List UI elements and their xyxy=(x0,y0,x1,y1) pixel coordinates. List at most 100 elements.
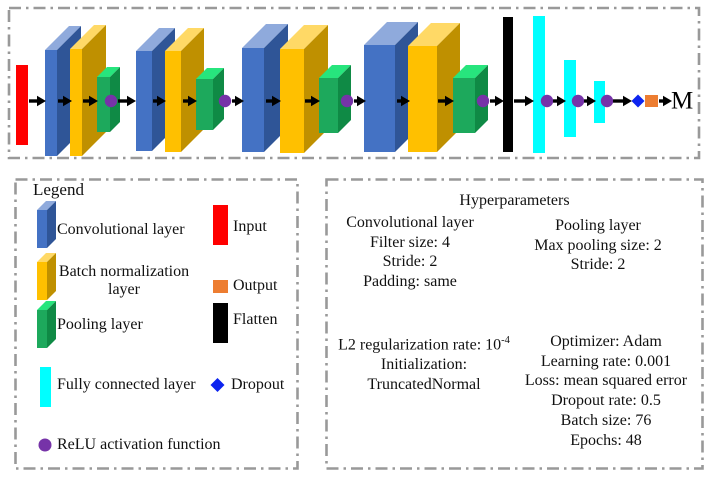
conv-top-face xyxy=(242,24,288,48)
arrow-head xyxy=(272,95,281,107)
learning-rate: Learning rate: 0.001 xyxy=(540,352,672,370)
fully-connected-bar xyxy=(533,16,545,153)
flow-arrow xyxy=(397,95,410,107)
relu-dot xyxy=(104,94,118,108)
bn-front-face xyxy=(37,262,47,300)
bn-top-face xyxy=(280,25,328,49)
legend-label-input: Input xyxy=(233,218,267,235)
pool-front-face xyxy=(37,310,47,348)
loss-function: Loss: mean squared error xyxy=(524,372,688,390)
conv-front-face xyxy=(136,51,152,151)
flow-arrow xyxy=(659,95,672,107)
l2-rate-value: L2 regularization rate: 10 xyxy=(338,336,502,354)
conv-front-face xyxy=(37,210,47,248)
conv-hyperparams-heading: Convolutional layer xyxy=(346,214,474,231)
batch-size: Batch size: 76 xyxy=(560,411,652,429)
optimizer-block: Optimizer: Adam Learning rate: 0.001 Los… xyxy=(501,332,711,450)
flow-arrow xyxy=(438,95,454,107)
regularization-block: L2 regularization rate: 10-4 Initializat… xyxy=(325,331,523,394)
dropout-diamond-icon xyxy=(210,378,225,392)
arrow-head xyxy=(663,95,672,107)
initialization-value: TruncatedNormal xyxy=(367,375,481,393)
relu-dot xyxy=(540,94,554,108)
legend-label-output: Output xyxy=(233,277,278,294)
conv-top-face xyxy=(136,28,175,51)
arrow-head xyxy=(587,95,596,107)
pooling-stride: Stride: 2 xyxy=(570,256,626,274)
pool-front-face xyxy=(196,79,213,130)
fully-connected-bar xyxy=(564,60,576,137)
arrow-head xyxy=(37,95,46,107)
output-square-icon xyxy=(213,280,228,293)
bn-front-face xyxy=(408,46,437,152)
pool-side-face xyxy=(47,301,56,348)
hyperparameters-panel: Hyperparameters Convolutional layer Filt… xyxy=(325,178,704,470)
flow-arrow xyxy=(613,95,632,107)
flow-arrow xyxy=(490,95,504,107)
bn-front-face xyxy=(165,51,181,152)
batch-norm-layer-block xyxy=(408,23,460,152)
max-pooling-size: Max pooling size: 2 xyxy=(534,236,662,254)
pooling-layer-block xyxy=(196,68,224,130)
arrow-head xyxy=(89,95,98,107)
arrow-head xyxy=(445,95,454,107)
pooling-hyperparams-heading: Pooling layer xyxy=(555,217,641,234)
conv-stride: Stride: 2 xyxy=(382,253,438,271)
output-m-label: M xyxy=(671,88,693,115)
relu-dot xyxy=(476,94,490,108)
pool-top-face xyxy=(453,65,488,78)
network-diagram-panel: M xyxy=(0,0,713,170)
conv-top-face xyxy=(364,22,418,45)
pooling-layer-block xyxy=(453,65,488,133)
network-diagram-svg: M xyxy=(7,6,701,160)
arrow-head xyxy=(401,95,410,107)
input-bar xyxy=(16,65,28,145)
flow-arrow xyxy=(183,95,197,107)
conv-front-face xyxy=(242,48,264,152)
legend-label-dropout: Dropout xyxy=(231,376,285,393)
flow-arrow xyxy=(354,95,366,107)
relu-dot xyxy=(340,94,354,108)
conv-filter-size: Filter size: 4 xyxy=(370,233,450,251)
pool-front-face xyxy=(319,78,338,133)
legend-label-convolutional: Convolutional layer xyxy=(57,221,185,238)
bn-front-face xyxy=(70,49,82,156)
flow-arrow xyxy=(553,95,566,107)
arrow-head xyxy=(127,95,136,107)
legend-panel: Legend Convolutional layer Batch normali… xyxy=(14,178,299,470)
initialization-label: Initialization: xyxy=(380,356,468,374)
flatten-bar xyxy=(503,17,513,152)
conv-front-face xyxy=(45,50,57,156)
relu-dot xyxy=(218,94,232,108)
pool-top-face xyxy=(196,68,224,79)
arrow-head xyxy=(495,95,504,107)
pool-top-face xyxy=(97,67,120,77)
arrow-head xyxy=(525,95,534,107)
dash-dot-border xyxy=(325,178,704,470)
optimizer: Optimizer: Adam xyxy=(550,333,662,350)
flow-arrow xyxy=(514,95,534,107)
legend-icons-svg xyxy=(14,178,299,470)
legend-label-relu: ReLU activation function xyxy=(57,436,221,453)
bn-side-face xyxy=(47,253,56,300)
flow-arrow xyxy=(153,95,166,107)
flow-arrow xyxy=(118,95,136,107)
pool-top-face xyxy=(37,301,56,310)
bn-top-face xyxy=(408,23,460,46)
l2-rate-exponent: -4 xyxy=(501,335,510,346)
pool-front-face xyxy=(97,77,110,132)
pooling-block-icon xyxy=(37,301,56,348)
batch-norm-block-icon xyxy=(37,253,56,300)
conv-top-face xyxy=(45,26,81,50)
flow-arrow xyxy=(83,95,98,107)
pooling-layer-block xyxy=(97,67,120,132)
relu-dot-icon xyxy=(38,438,52,452)
flow-arrow xyxy=(232,95,244,107)
relu-dot xyxy=(600,94,614,108)
conv-side-face xyxy=(47,201,56,248)
arrow-head xyxy=(557,95,566,107)
conv-padding: Padding: same xyxy=(363,273,457,291)
pool-top-face xyxy=(319,65,351,78)
arrow-head xyxy=(235,95,244,107)
flow-arrow xyxy=(58,95,72,107)
